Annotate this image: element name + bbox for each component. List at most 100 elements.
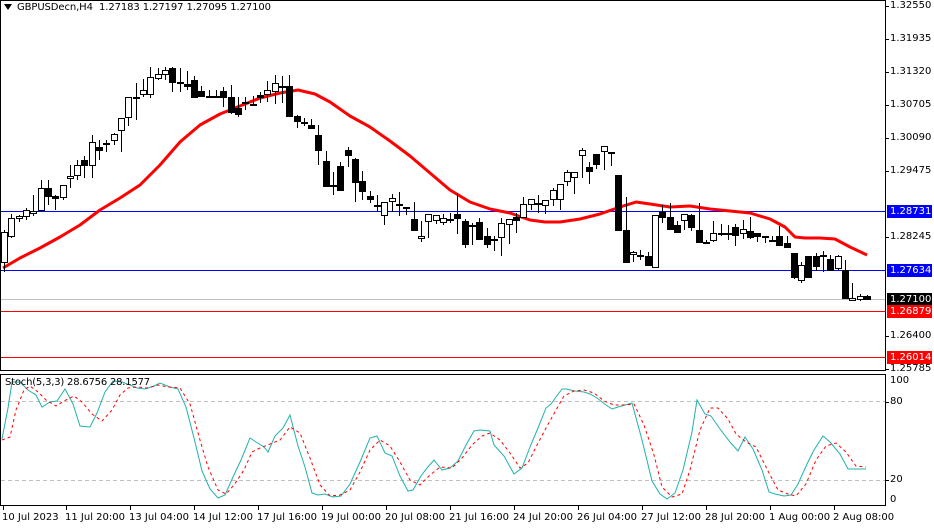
candle bbox=[250, 96, 257, 106]
candle bbox=[498, 218, 505, 256]
candle bbox=[520, 197, 527, 218]
candle bbox=[732, 224, 739, 246]
ohlc-values: 1.27183 1.27197 1.27095 1.27100 bbox=[99, 2, 271, 13]
candle bbox=[740, 220, 747, 239]
time-axis-label: 28 Jul 20:00 bbox=[705, 512, 765, 523]
candle bbox=[652, 215, 659, 268]
dropdown-triangle-icon[interactable] bbox=[4, 4, 12, 10]
symbol-timeframe: GBPUSDecn,H4 bbox=[17, 2, 93, 13]
candle bbox=[1, 230, 8, 272]
time-axis-label: 27 Jul 12:00 bbox=[641, 512, 701, 523]
candle bbox=[264, 81, 271, 102]
candle bbox=[8, 214, 15, 238]
candle bbox=[835, 255, 842, 270]
candle bbox=[857, 294, 864, 301]
candle bbox=[586, 162, 593, 184]
candle bbox=[535, 195, 542, 213]
candle bbox=[191, 76, 198, 98]
candle bbox=[710, 221, 717, 242]
time-axis-label: 26 Jul 04:00 bbox=[577, 512, 637, 523]
price-tag: 1.28731 bbox=[887, 205, 932, 219]
time-axis-label: 1 Aug 00:00 bbox=[769, 512, 831, 523]
price-axis-label: 1.31935 bbox=[890, 33, 932, 45]
candle bbox=[813, 253, 820, 271]
stoch-level-lines bbox=[1, 401, 885, 481]
candle bbox=[396, 192, 403, 216]
candle bbox=[89, 135, 96, 178]
price-axis-label: 1.29475 bbox=[890, 165, 932, 177]
candle bbox=[133, 83, 140, 120]
candle bbox=[374, 195, 381, 212]
candle bbox=[220, 87, 227, 107]
candle bbox=[103, 140, 110, 152]
candle bbox=[30, 195, 37, 216]
candle bbox=[140, 79, 147, 97]
price-tag: 1.26879 bbox=[887, 304, 932, 318]
price-axis-label: 1.28245 bbox=[890, 231, 932, 243]
candle bbox=[615, 175, 622, 231]
candle bbox=[645, 252, 652, 266]
candle bbox=[16, 215, 23, 222]
candle bbox=[659, 205, 666, 223]
chart-title: GBPUSDecn,H4 1.27183 1.27197 1.27095 1.2… bbox=[4, 2, 271, 13]
time-axis-label: 21 Jul 16:00 bbox=[449, 512, 509, 523]
candle bbox=[798, 262, 805, 283]
candle bbox=[820, 251, 827, 272]
candle bbox=[184, 71, 191, 90]
candle bbox=[784, 236, 791, 248]
time-axis-label: 19 Jul 00:00 bbox=[321, 512, 381, 523]
price-tag: 1.27634 bbox=[887, 264, 932, 277]
candle bbox=[454, 193, 461, 234]
candle bbox=[550, 188, 557, 206]
stoch-axis-label: 80 bbox=[890, 396, 903, 407]
candle bbox=[228, 85, 235, 114]
candle bbox=[476, 218, 483, 240]
price-axis-label: 1.31320 bbox=[890, 66, 932, 78]
candle bbox=[308, 119, 315, 129]
price-axis-label: 1.32550 bbox=[890, 0, 932, 11]
candle bbox=[542, 200, 549, 214]
candle bbox=[447, 213, 454, 223]
time-axis-label: 13 Jul 04:00 bbox=[129, 512, 189, 523]
price-tag: 1.27100 bbox=[887, 292, 932, 306]
candle bbox=[637, 250, 644, 260]
candle bbox=[601, 146, 608, 170]
candle bbox=[81, 156, 88, 178]
time-axis-ticks bbox=[3, 506, 835, 510]
price-axis-ticks bbox=[885, 6, 889, 481]
candle bbox=[484, 228, 491, 248]
candle bbox=[337, 162, 344, 191]
candle bbox=[279, 76, 286, 103]
candle bbox=[564, 170, 571, 186]
candle bbox=[842, 260, 849, 299]
candle bbox=[111, 133, 118, 145]
candle bbox=[433, 215, 440, 224]
candle bbox=[125, 97, 132, 126]
candle bbox=[864, 295, 871, 300]
candle bbox=[630, 251, 637, 262]
stoch-axis-label: 20 bbox=[890, 474, 903, 485]
stoch-signal-line bbox=[1, 384, 867, 498]
stoch-lines bbox=[1, 380, 867, 500]
stoch-axis-label: 0 bbox=[890, 494, 897, 505]
candle bbox=[513, 213, 520, 233]
candle bbox=[747, 217, 754, 239]
candle bbox=[754, 233, 761, 242]
candle bbox=[206, 90, 213, 98]
candle bbox=[367, 191, 374, 203]
candle bbox=[725, 225, 732, 240]
candle bbox=[330, 172, 337, 195]
candle bbox=[381, 202, 388, 225]
candle bbox=[60, 185, 67, 200]
candle bbox=[315, 125, 322, 165]
candle bbox=[403, 207, 410, 215]
candle bbox=[462, 219, 469, 248]
candle bbox=[827, 255, 834, 271]
stoch-pane[interactable] bbox=[0, 374, 886, 506]
candle bbox=[359, 171, 366, 200]
candle bbox=[67, 165, 74, 188]
candle bbox=[345, 147, 352, 167]
candle bbox=[571, 172, 578, 194]
